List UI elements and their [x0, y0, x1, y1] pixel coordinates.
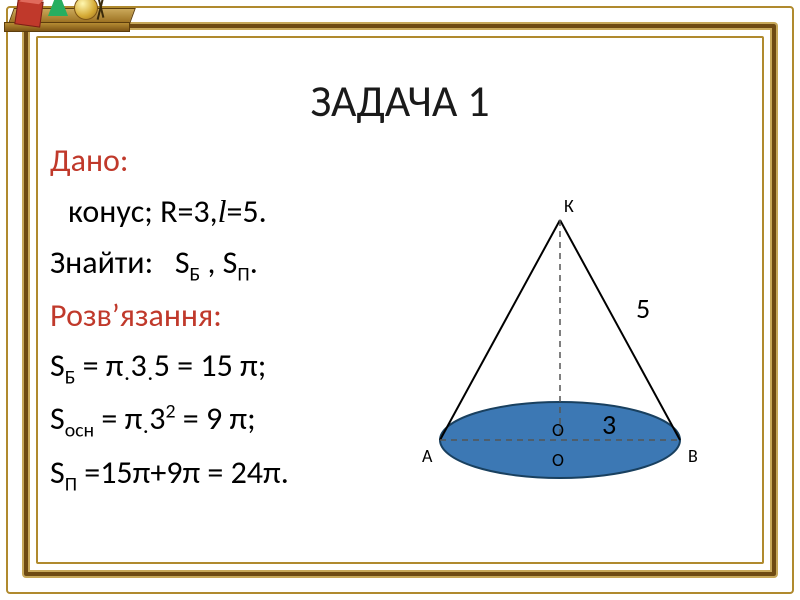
eq1-lhs-letter: S: [50, 346, 65, 385]
eq2-base: 3: [149, 399, 165, 438]
eq1-mid: = π: [75, 346, 123, 385]
eq1-lhs-sub: Б: [65, 366, 76, 390]
find-sep: ,: [200, 243, 222, 282]
find-s1-letter: S: [175, 243, 190, 282]
eq1-dot2: ·: [147, 366, 154, 390]
given-prefix: конус; R=3,: [68, 192, 218, 231]
cone-svg: К А В О О 5 3: [410, 190, 710, 510]
find-s2-sub: П: [237, 262, 249, 286]
cone-icon: [48, 0, 68, 16]
eq1-a: 3: [130, 346, 146, 385]
eq3-lhs-sub: П: [65, 472, 77, 496]
eq2-exp: 2: [165, 400, 175, 424]
given-suffix: =5.: [226, 192, 266, 231]
eq2-lhs-sub: осн: [65, 419, 94, 443]
cube-icon: [14, 0, 43, 28]
label-slant: 5: [636, 291, 650, 326]
eq2-lhs-letter: S: [50, 399, 65, 438]
corner-shelf-decoration: [8, 8, 128, 78]
label-k: К: [564, 195, 574, 217]
label-o1: О: [552, 419, 564, 441]
solution-label: Розвʼязання:: [50, 296, 222, 335]
label-b: В: [688, 445, 698, 467]
label-o2: О: [552, 449, 564, 471]
slide-title: ЗАДАЧА 1: [50, 74, 750, 128]
label-radius: 3: [602, 407, 616, 442]
find-s1-sub: Б: [190, 262, 201, 286]
eq1-b: 5 = 15 π;: [154, 346, 267, 385]
label-a: А: [422, 445, 433, 467]
cone-diagram: К А В О О 5 3: [410, 190, 710, 510]
given-line: Дано:: [50, 138, 750, 184]
eq3-lhs-letter: S: [50, 453, 65, 492]
eq2-mid: = π: [94, 399, 142, 438]
content-area: ЗАДАЧА 1 Дано: конус; R=3,l=5. Знайти: S…: [50, 70, 750, 550]
eq2-rest: = 9 π;: [176, 399, 256, 438]
find-end: .: [250, 243, 258, 282]
find-s2-letter: S: [223, 243, 238, 282]
find-label: Знайти:: [50, 243, 153, 282]
given-label: Дано:: [50, 141, 128, 180]
eq3-rest: =15π+9π = 24π.: [77, 453, 289, 492]
slide: ЗАДАЧА 1 Дано: конус; R=3,l=5. Знайти: S…: [0, 0, 800, 600]
